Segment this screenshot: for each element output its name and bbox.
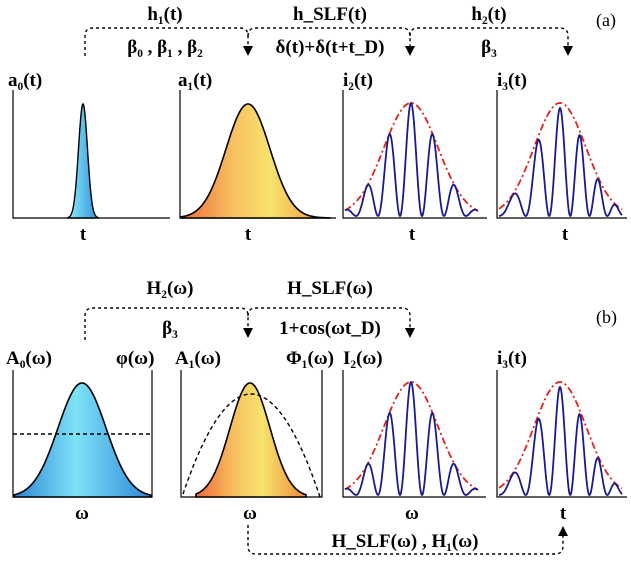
panel-a: (a) h₁(t) β₀ , β₁ , β₂ h_SLF(t) δ(t)+δ(t… xyxy=(8,4,627,245)
plot-a0-xlabel: t xyxy=(80,224,87,245)
plot-I2-axes xyxy=(342,370,486,498)
arrow-h2-head xyxy=(563,46,573,56)
plot-i3-b: i₃(t) t xyxy=(496,348,627,524)
transfer-h1-params: β₀ , β₁ , β₂ xyxy=(127,37,203,58)
spectrum-A1 xyxy=(195,382,307,498)
arrow-bottom-head xyxy=(558,526,568,536)
plot-i3: i₃(t) t xyxy=(496,70,627,245)
plot-I2: I₂(ω) ω xyxy=(342,348,486,524)
transfer-hslf-label: h_SLF(t) xyxy=(293,4,367,25)
plot-A1-ylabel2: Φ₁(ω) xyxy=(286,348,334,369)
plot-i2-ylabel: i₂(t) xyxy=(343,70,373,91)
transfer-H2-label: H₂(ω) xyxy=(146,278,193,299)
oscillation-i3 xyxy=(498,106,623,218)
plot-i3-ylabel: i₃(t) xyxy=(497,70,527,91)
plot-A0-ylabel2: φ(ω) xyxy=(116,348,154,369)
plot-A1: A₁(ω) Φ₁(ω) ω xyxy=(175,348,334,524)
plot-A0-xlabel: ω xyxy=(75,503,89,524)
envelope-i3 xyxy=(498,102,623,211)
oscillation-i3b xyxy=(498,385,623,497)
arrow-h2 xyxy=(409,27,569,48)
gaussian-pulse-a1 xyxy=(180,103,331,219)
plot-a1-xlabel: t xyxy=(245,224,252,245)
arrow-bottom xyxy=(247,525,564,555)
plot-a0-ylabel: a₀(t) xyxy=(8,70,42,91)
plot-i3-xlabel: t xyxy=(562,224,569,245)
plot-a0: a₀(t) t xyxy=(8,70,170,245)
transfer-h2-label: h₂(t) xyxy=(471,4,506,25)
arrow-h1-head xyxy=(243,46,253,56)
oscillation-I2 xyxy=(344,380,479,497)
arrow-H2 xyxy=(84,307,249,340)
plot-a0-axes xyxy=(12,90,170,219)
plot-i3b-xlabel: t xyxy=(560,503,567,524)
oscillation-i2 xyxy=(344,101,479,218)
panel-b: (b) H₂(ω) β₃ H_SLF(ω) 1+cos(ωt_D) A₀(ω) … xyxy=(6,278,627,555)
transfer-hslf-params: δ(t)+δ(t+t_D) xyxy=(276,37,385,58)
plot-A0: A₀(ω) φ(ω) ω xyxy=(6,348,154,524)
arrow-HSLF-head xyxy=(405,328,415,338)
transfer-H2-params: β₃ xyxy=(162,318,178,339)
plot-i3b-axes xyxy=(496,370,627,498)
phase-parabola xyxy=(182,393,321,498)
plot-I2-ylabel: I₂(ω) xyxy=(343,348,383,369)
plot-i3b-ylabel: i₃(t) xyxy=(497,348,527,369)
arrow-H2-head xyxy=(243,328,253,338)
plot-A1-xlabel: ω xyxy=(243,503,257,524)
envelope-i3b xyxy=(498,381,623,490)
plot-i2-axes xyxy=(342,90,487,219)
arrow-hslf-head xyxy=(405,46,415,56)
panel-a-tag: (a) xyxy=(596,10,616,31)
plot-A1-ylabel: A₁(ω) xyxy=(175,348,221,369)
transfer-HSLF-params: 1+cos(ωt_D) xyxy=(279,318,381,339)
pulse-narrow xyxy=(67,102,99,219)
plot-i2: i₂(t) t xyxy=(342,70,487,245)
bottom-transfer-label: H_SLF(ω) , H₁(ω) xyxy=(332,531,479,552)
plot-A0-ylabel: A₀(ω) xyxy=(6,348,52,369)
plot-a1-ylabel: a₁(t) xyxy=(178,70,212,91)
plot-i3-axes xyxy=(496,90,627,219)
plot-i2-xlabel: t xyxy=(409,224,416,245)
transfer-h2-params: β₃ xyxy=(481,37,497,58)
transfer-h1-label: h₁(t) xyxy=(147,4,182,25)
arrow-HSLF xyxy=(247,307,411,330)
transfer-HSLF-label: H_SLF(ω) xyxy=(287,278,373,299)
panel-b-tag: (b) xyxy=(596,307,617,328)
spectrum-A0 xyxy=(13,382,152,498)
plot-I2-xlabel: ω xyxy=(405,503,419,524)
plot-a1: a₁(t) t xyxy=(178,70,336,245)
